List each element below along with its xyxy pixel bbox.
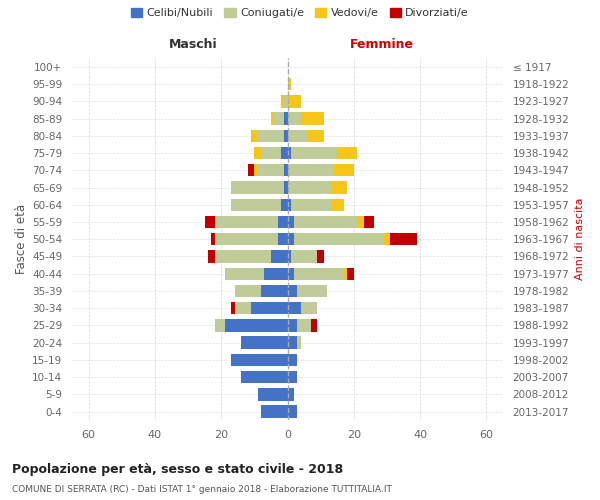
Bar: [287, 147, 291, 159]
Text: COMUNE DI SERRATA (RC) - Dati ISTAT 1° gennaio 2018 - Elaborazione TUTTITALIA.IT: COMUNE DI SERRATA (RC) - Dati ISTAT 1° g…: [12, 485, 392, 494]
Text: Maschi: Maschi: [169, 38, 217, 51]
Bar: [287, 164, 334, 176]
Bar: [271, 250, 287, 262]
Bar: [215, 233, 278, 245]
Bar: [287, 95, 301, 108]
Bar: [287, 268, 294, 280]
Bar: [231, 198, 281, 211]
Bar: [291, 198, 331, 211]
Y-axis label: Fasce di età: Fasce di età: [15, 204, 28, 274]
Bar: [287, 250, 291, 262]
Bar: [215, 319, 224, 332]
Bar: [390, 233, 417, 245]
Bar: [284, 112, 287, 125]
Bar: [208, 250, 215, 262]
Bar: [235, 285, 261, 297]
Bar: [294, 268, 344, 280]
Bar: [274, 112, 284, 125]
Legend: Celibi/Nubili, Coniugati/e, Vedovi/e, Divorziati/e: Celibi/Nubili, Coniugati/e, Vedovi/e, Di…: [127, 3, 473, 22]
Bar: [291, 250, 317, 262]
Bar: [231, 182, 284, 194]
Bar: [261, 406, 287, 418]
Bar: [281, 147, 287, 159]
Bar: [301, 112, 324, 125]
Bar: [287, 336, 298, 349]
Bar: [265, 268, 287, 280]
Bar: [224, 268, 265, 280]
Bar: [287, 319, 298, 332]
Bar: [278, 233, 287, 245]
Bar: [344, 268, 347, 280]
Bar: [241, 371, 287, 384]
Bar: [254, 147, 261, 159]
Bar: [205, 216, 215, 228]
Bar: [334, 164, 354, 176]
Bar: [224, 319, 287, 332]
Bar: [357, 216, 364, 228]
Bar: [251, 302, 287, 314]
Bar: [291, 147, 337, 159]
Bar: [298, 319, 311, 332]
Bar: [287, 216, 294, 228]
Text: Popolazione per età, sesso e stato civile - 2018: Popolazione per età, sesso e stato civil…: [12, 463, 343, 476]
Bar: [281, 95, 284, 108]
Bar: [298, 285, 328, 297]
Bar: [294, 216, 357, 228]
Bar: [317, 250, 324, 262]
Bar: [287, 406, 298, 418]
Bar: [235, 302, 251, 314]
Bar: [294, 233, 383, 245]
Bar: [287, 285, 298, 297]
Text: Femmine: Femmine: [350, 38, 415, 51]
Bar: [298, 336, 301, 349]
Bar: [331, 198, 344, 211]
Bar: [307, 130, 324, 142]
Bar: [284, 95, 287, 108]
Bar: [278, 216, 287, 228]
Bar: [254, 164, 258, 176]
Bar: [287, 78, 291, 90]
Bar: [287, 130, 307, 142]
Bar: [211, 233, 215, 245]
Bar: [287, 182, 331, 194]
Bar: [287, 302, 301, 314]
Y-axis label: Anni di nascita: Anni di nascita: [575, 198, 585, 280]
Bar: [281, 198, 287, 211]
Bar: [258, 388, 287, 400]
Bar: [287, 388, 294, 400]
Bar: [215, 216, 278, 228]
Bar: [287, 354, 298, 366]
Bar: [347, 268, 354, 280]
Bar: [231, 354, 287, 366]
Bar: [301, 302, 317, 314]
Bar: [287, 112, 301, 125]
Bar: [364, 216, 374, 228]
Bar: [311, 319, 317, 332]
Bar: [261, 285, 287, 297]
Bar: [231, 302, 235, 314]
Bar: [284, 182, 287, 194]
Bar: [287, 198, 291, 211]
Bar: [251, 130, 258, 142]
Bar: [261, 147, 281, 159]
Bar: [331, 182, 347, 194]
Bar: [383, 233, 390, 245]
Bar: [284, 164, 287, 176]
Bar: [271, 112, 274, 125]
Bar: [287, 371, 298, 384]
Bar: [215, 250, 271, 262]
Bar: [337, 147, 357, 159]
Bar: [287, 233, 294, 245]
Bar: [258, 130, 284, 142]
Bar: [241, 336, 287, 349]
Bar: [248, 164, 254, 176]
Bar: [284, 130, 287, 142]
Bar: [258, 164, 284, 176]
